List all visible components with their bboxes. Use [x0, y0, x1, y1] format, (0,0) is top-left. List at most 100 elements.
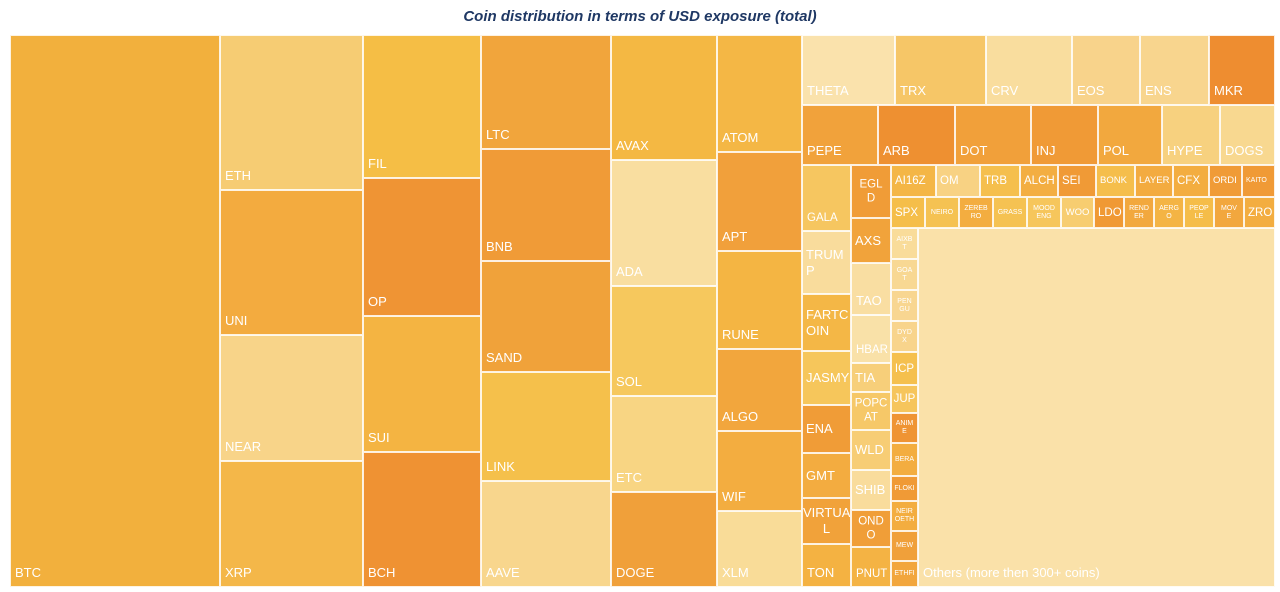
treemap-label-tia: TIA — [855, 369, 876, 385]
treemap-label-dogs: DOGS — [1225, 142, 1264, 158]
treemap-label-ens: ENS — [1145, 82, 1172, 98]
treemap-label-bch: BCH — [368, 564, 396, 580]
treemap-label-hbar: HBAR — [856, 343, 888, 356]
treemap-label-aave: AAVE — [486, 564, 520, 580]
treemap-label-floki: FLOKI — [894, 484, 915, 492]
treemap-label-popcat: POPC AT — [854, 397, 888, 424]
treemap-label-fartcoin: FARTC OIN — [806, 306, 849, 338]
treemap-tile-others: Others (more then 300+ coins) — [918, 228, 1275, 587]
treemap-tile-sand: SAND — [481, 261, 611, 372]
treemap-tile-alch: ALCH — [1020, 165, 1058, 197]
treemap-label-goat: GOA T — [896, 266, 913, 282]
treemap-label-shib: SHIB — [855, 481, 886, 497]
treemap-label-etc: ETC — [616, 469, 642, 485]
treemap-label-bera: BERA — [894, 455, 915, 463]
treemap-tile-bera: BERA — [891, 443, 918, 476]
treemap-tile-algo: ALGO — [717, 349, 802, 431]
treemap-tile-btc: BTC — [10, 35, 220, 587]
treemap-label-sand: SAND — [486, 349, 523, 365]
treemap-tile-people: PEOP LE — [1184, 197, 1214, 228]
treemap-label-crv: CRV — [991, 82, 1019, 98]
treemap-tile-atom: ATOM — [717, 35, 802, 152]
treemap-label-gmt: GMT — [806, 467, 835, 483]
treemap-label-arb: ARB — [883, 142, 910, 158]
treemap-tile-trb: TRB — [980, 165, 1020, 197]
treemap-label-aixbt: AIXB T — [896, 235, 913, 251]
treemap-tile-hype: HYPE — [1162, 105, 1220, 165]
treemap-label-eos: EOS — [1077, 82, 1105, 98]
treemap-tile-dot: DOT — [955, 105, 1031, 165]
treemap-tile-ena: ENA — [802, 405, 851, 453]
treemap-tile-wld: WLD — [851, 430, 891, 470]
treemap-tile-anime: ANIM E — [891, 413, 918, 443]
treemap-label-uni: UNI — [225, 312, 248, 328]
treemap-tile-ai16z: AI16Z — [891, 165, 936, 197]
treemap-label-theta: THETA — [807, 82, 849, 98]
treemap-label-alch: ALCH — [1024, 174, 1055, 187]
treemap-tile-tia: TIA — [851, 363, 891, 392]
treemap-label-xrp: XRP — [225, 564, 252, 580]
treemap-label-cfx: CFX — [1177, 174, 1200, 187]
treemap-label-move: MOV E — [1221, 204, 1237, 220]
treemap-tile-rune: RUNE — [717, 251, 802, 349]
treemap-label-dydx: DYD X — [897, 328, 912, 344]
treemap-tile-ldo: LDO — [1094, 197, 1124, 228]
treemap-label-eth: ETH — [225, 167, 251, 183]
treemap-tile-zerebro: ZEREB RO — [959, 197, 993, 228]
treemap-label-sei: SEI — [1062, 174, 1081, 187]
treemap-tile-uni: UNI — [220, 190, 363, 335]
treemap-label-anime: ANIM E — [895, 419, 914, 435]
treemap-label-trb: TRB — [984, 174, 1007, 187]
treemap-label-rune: RUNE — [722, 326, 759, 342]
treemap-tile-aixbt: AIXB T — [891, 228, 918, 259]
treemap-label-pnut: PNUT — [856, 567, 888, 580]
treemap-tile-mkr: MKR — [1209, 35, 1275, 105]
treemap-label-zerebro: ZEREB RO — [964, 204, 988, 220]
treemap-tile-bch: BCH — [363, 452, 481, 587]
treemap-label-hype: HYPE — [1167, 142, 1203, 158]
treemap-label-sui: SUI — [368, 429, 390, 445]
treemap-label-wld: WLD — [855, 441, 884, 457]
treemap-tile-avax: AVAX — [611, 35, 717, 160]
treemap-tile-dydx: DYD X — [891, 321, 918, 352]
treemap-label-apt: APT — [722, 228, 748, 244]
treemap-label-people: PEOP LE — [1189, 204, 1209, 220]
treemap-tile-sui: SUI — [363, 316, 481, 452]
treemap-label-pol: POL — [1103, 142, 1130, 158]
treemap-label-moodeng: MOOD ENG — [1033, 204, 1055, 220]
treemap-label-neiro: NEIRO — [930, 208, 954, 216]
treemap-label-ton: TON — [807, 564, 835, 580]
treemap-tile-link: LINK — [481, 372, 611, 481]
treemap-tile-neiroeth: NEIR OETH — [891, 501, 918, 531]
treemap-label-others: Others (more then 300+ coins) — [923, 564, 1100, 580]
treemap-tile-op: OP — [363, 178, 481, 316]
treemap-label-avax: AVAX — [616, 137, 649, 153]
treemap-label-trx: TRX — [900, 82, 926, 98]
treemap-tile-gala: GALA — [802, 165, 851, 231]
treemap-label-fil: FIL — [368, 155, 387, 171]
treemap-label-spx: SPX — [895, 206, 919, 219]
treemap-label-pepe: PEPE — [807, 142, 842, 158]
treemap-tile-bnb: BNB — [481, 149, 611, 261]
treemap-tile-ada: ADA — [611, 160, 717, 286]
treemap-label-ai16z: AI16Z — [895, 174, 926, 187]
treemap-label-ena: ENA — [806, 420, 833, 436]
treemap-label-om: OM — [940, 174, 959, 187]
treemap-tile-eth: ETH — [220, 35, 363, 190]
treemap-label-neiroeth: NEIR OETH — [894, 507, 915, 523]
treemap-label-ondo: OND O — [858, 515, 884, 542]
treemap-label-bnb: BNB — [486, 238, 513, 254]
treemap-label-tao: TAO — [856, 292, 882, 308]
treemap-label-op: OP — [368, 293, 387, 309]
treemap-tile-fil: FIL — [363, 35, 481, 178]
treemap-tile-fartcoin: FARTC OIN — [802, 294, 851, 351]
treemap-tile-goat: GOA T — [891, 259, 918, 290]
treemap-tile-dogs: DOGS — [1220, 105, 1275, 165]
treemap-tile-xrp: XRP — [220, 461, 363, 587]
treemap-tile-xlm: XLM — [717, 511, 802, 587]
treemap-tile-axs: AXS — [851, 218, 891, 263]
treemap-tile-pnut: PNUT — [851, 547, 891, 587]
treemap-tile-arb: ARB — [878, 105, 955, 165]
treemap-tile-zro: ZRO — [1244, 197, 1275, 228]
treemap-tile-aero: AERG O — [1154, 197, 1184, 228]
